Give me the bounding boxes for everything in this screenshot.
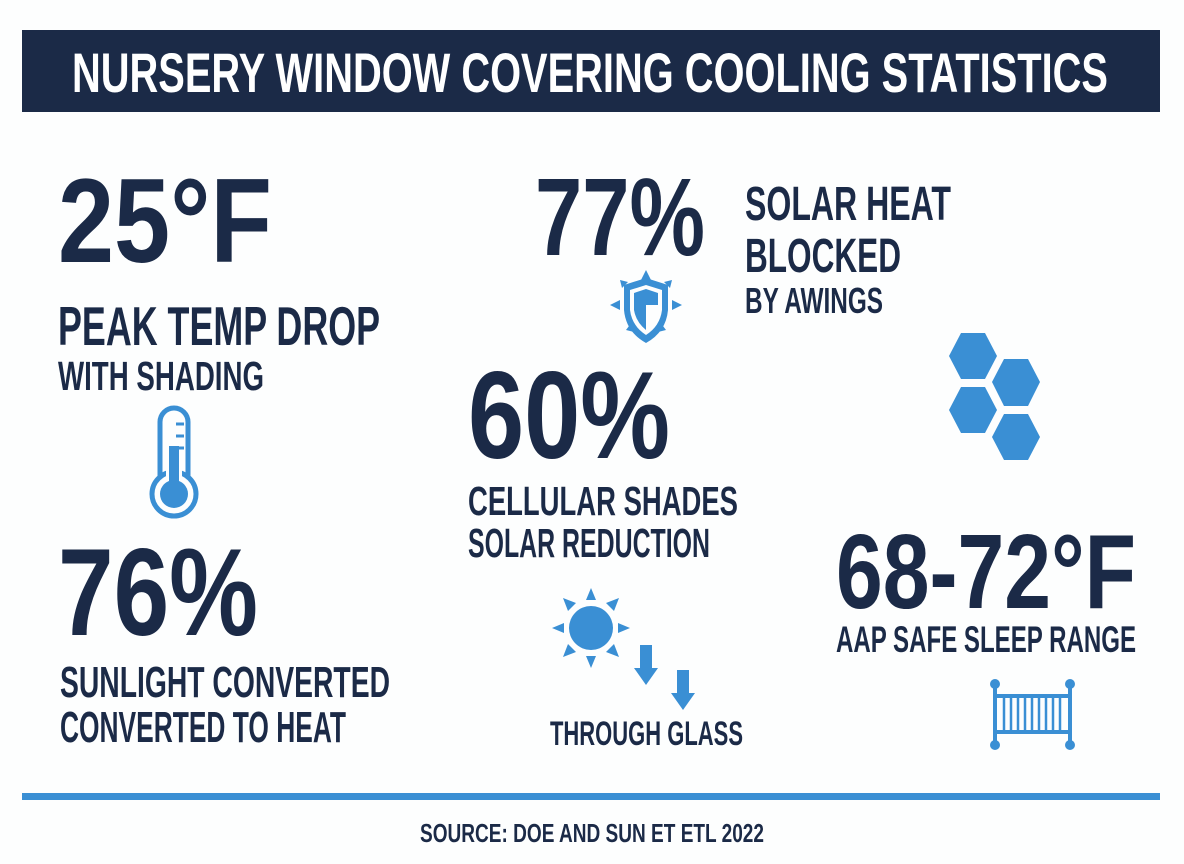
- stat-sunlight-converted: 76% SUNLIGHT CONVERTED CONVERTED TO HEAT: [58, 524, 390, 752]
- stat-sublabel: SOLAR REDUCTION: [468, 520, 710, 566]
- stat-value: 77%: [535, 156, 705, 279]
- stat-label: SOLAR HEAT: [745, 178, 951, 231]
- stat-label: SUNLIGHT CONVERTED: [60, 658, 390, 707]
- stat-value: 68-72°F: [836, 513, 1136, 631]
- stat-label: PEAK TEMP DROP: [58, 295, 380, 357]
- stat-value: 60%: [468, 347, 670, 485]
- stat-cellular-shades: 60% CELLULAR SHADES SOLAR REDUCTION: [468, 333, 1040, 566]
- header-bar: NURSERY WINDOW COVERING COOLING STATISTI…: [22, 30, 1160, 112]
- stat-sublabel: CONVERTED TO HEAT: [60, 703, 346, 752]
- stat-peak-temp-drop: 25°F PEAK TEMP DROP WITH SHADING: [58, 154, 380, 519]
- stat-value: 25°F: [58, 154, 272, 288]
- divider-line: [22, 793, 1160, 800]
- stat-label: CELLULAR SHADES: [468, 478, 738, 524]
- honeycomb-icon: [949, 333, 1040, 460]
- stat-label-line2: BLOCKED: [745, 230, 901, 283]
- source-citation: SOURCE: DOE AND SUN ET ETL 2022: [420, 818, 764, 848]
- stat-solar-heat-blocked: 77% SOLAR HEAT BLOCKED BY AWINGS: [535, 156, 951, 343]
- thermometer-icon: [149, 405, 199, 519]
- page-title: NURSERY WINDOW COVERING COOLING STATISTI…: [72, 41, 1108, 104]
- stat-through-glass: THROUGH GLASS: [550, 588, 743, 753]
- stat-safe-sleep-range: 68-72°F AAP SAFE SLEEP RANGE: [836, 513, 1136, 750]
- stat-label: AAP SAFE SLEEP RANGE: [836, 619, 1136, 660]
- stat-sublabel: WITH SHADING: [58, 353, 264, 399]
- shield-icon: [610, 270, 682, 343]
- sun-icon: [552, 588, 630, 668]
- stat-sublabel: BY AWINGS: [745, 280, 883, 321]
- header-background: [22, 30, 1160, 112]
- crib-icon: [990, 679, 1075, 750]
- stat-label: THROUGH GLASS: [550, 715, 743, 753]
- arrow-down-icon: [634, 645, 695, 710]
- stat-value: 76%: [58, 524, 258, 662]
